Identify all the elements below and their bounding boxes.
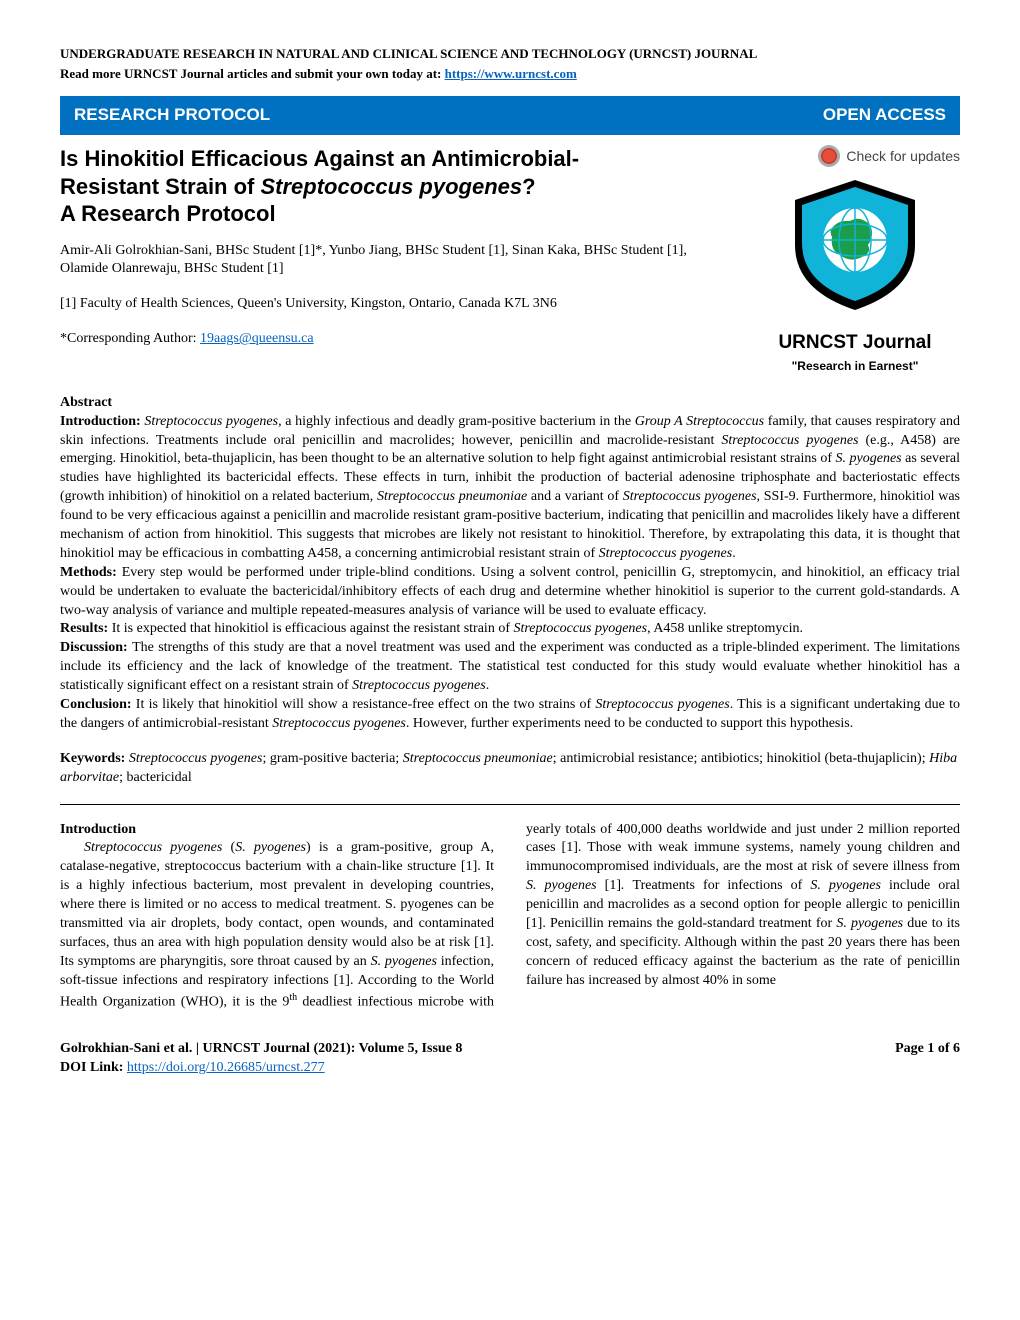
body-section: Introduction Streptococcus pyogenes (S. …	[60, 821, 960, 1013]
kw4: ; antimicrobial resistance; antibiotics;…	[553, 751, 929, 766]
body-t4: ) is a gram-positive, group A, catalase-…	[60, 840, 494, 968]
body-t12: S. pyogenes	[810, 878, 881, 893]
intro-t3: Group A Streptococcus	[635, 414, 764, 429]
footer-left: Golrokhian-Sani et al. | URNCST Journal …	[60, 1040, 462, 1078]
doi-link[interactable]: https://doi.org/10.26685/urncst.277	[127, 1060, 325, 1075]
body-t3: S. pyogenes	[235, 840, 306, 855]
abstract-section: Abstract Introduction: Streptococcus pyo…	[60, 394, 960, 734]
title-column: Is Hinokitiol Efficacious Against an Ant…	[60, 145, 734, 374]
affiliation: [1] Faculty of Health Sciences, Queen's …	[60, 295, 734, 314]
methods-label: Methods:	[60, 565, 122, 580]
body-t10: .	[621, 878, 633, 893]
methods-text: Every step would be performed under trip…	[60, 565, 960, 618]
article-type-banner: RESEARCH PROTOCOL OPEN ACCESS	[60, 96, 960, 135]
open-access-label: OPEN ACCESS	[823, 104, 946, 127]
results-t3: , A458 unlike streptomycin.	[647, 621, 803, 636]
body-t8: S. pyogenes	[526, 878, 597, 893]
results-t1: It is expected that hinokitiol is effica…	[112, 621, 514, 636]
logo-title: URNCST Journal	[750, 330, 960, 356]
intro-t13: Streptococcus pyogenes	[599, 546, 733, 561]
abstract-discussion: Discussion: The strengths of this study …	[60, 639, 960, 696]
conclusion-t1: It is likely that hinokitiol will show a…	[136, 697, 596, 712]
article-type-label: RESEARCH PROTOCOL	[74, 104, 270, 127]
body-t11: Treatments for infections of	[633, 878, 811, 893]
doi-prefix: DOI Link:	[60, 1060, 127, 1075]
kw1: Streptococcus pyogenes	[129, 751, 263, 766]
body-t2: (	[222, 840, 235, 855]
title-line2-italic: Streptococcus pyogenes	[260, 174, 522, 199]
keywords-label: Keywords:	[60, 751, 129, 766]
abstract-introduction: Introduction: Streptococcus pyogenes, a …	[60, 413, 960, 564]
kw3: Streptococcus pneumoniae	[403, 751, 553, 766]
introduction-heading: Introduction	[60, 821, 494, 840]
intro-t10: and a variant of	[527, 489, 623, 504]
check-updates-icon	[818, 145, 840, 167]
footer-doi: DOI Link: https://doi.org/10.26685/urncs…	[60, 1059, 462, 1078]
page-number: Page 1 of 6	[895, 1040, 960, 1078]
results-t2: Streptococcus pyogenes	[513, 621, 647, 636]
abstract-heading: Abstract	[60, 394, 960, 413]
check-updates-button[interactable]: Check for updates	[750, 145, 960, 167]
discussion-label: Discussion:	[60, 640, 132, 655]
check-updates-label: Check for updates	[846, 147, 960, 166]
conclusion-t2: Streptococcus pyogenes	[595, 697, 729, 712]
body-t14: S. pyogenes	[836, 916, 903, 931]
corresponding-prefix: *Corresponding Author:	[60, 331, 200, 346]
discussion-t3: .	[486, 678, 490, 693]
intro-t7: S. pyogenes	[836, 451, 902, 466]
title-line2-prefix: Resistant Strain of	[60, 174, 260, 199]
conclusion-t5: . However, further experiments need to b…	[406, 716, 853, 731]
logo-tagline: "Research in Earnest"	[750, 358, 960, 374]
conclusion-t4: Streptococcus pyogenes	[272, 716, 406, 731]
footer-citation: Golrokhian-Sani et al. | URNCST Journal …	[60, 1040, 462, 1059]
author-list: Amir-Ali Golrokhian-Sani, BHSc Student […	[60, 242, 734, 280]
abstract-conclusion: Conclusion: It is likely that hinokitiol…	[60, 696, 960, 734]
journal-header: UNDERGRADUATE RESEARCH IN NATURAL AND CL…	[60, 45, 960, 82]
corresponding-email-link[interactable]: 19aags@queensu.ca	[200, 331, 314, 346]
title-line1: Is Hinokitiol Efficacious Against an Ant…	[60, 146, 579, 171]
journal-cta: Read more URNCST Journal articles and su…	[60, 65, 960, 83]
keywords-section: Keywords: Streptococcus pyogenes; gram-p…	[60, 750, 960, 788]
corresponding-author: *Corresponding Author: 19aags@queensu.ca	[60, 330, 734, 349]
body-t9: [1]	[597, 878, 621, 893]
abstract-methods: Methods: Every step would be performed u…	[60, 564, 960, 621]
title-line3: A Research Protocol	[60, 201, 276, 226]
discussion-t2: Streptococcus pyogenes	[352, 678, 486, 693]
journal-url-link[interactable]: https://www.urncst.com	[445, 66, 577, 81]
body-sup: th	[289, 992, 297, 1003]
discussion-t1: The strengths of this study are that a n…	[60, 640, 960, 693]
intro-label: Introduction:	[60, 414, 144, 429]
journal-name: UNDERGRADUATE RESEARCH IN NATURAL AND CL…	[60, 45, 960, 63]
intro-t14: .	[732, 546, 736, 561]
results-label: Results:	[60, 621, 112, 636]
journal-logo	[770, 175, 940, 322]
sidebar-column: Check for updates URNCST Journal "Resear…	[750, 145, 960, 374]
page-footer: Golrokhian-Sani et al. | URNCST Journal …	[60, 1040, 960, 1078]
body-t5: S. pyogenes	[371, 954, 437, 969]
kw2: ; gram-positive bacteria;	[262, 751, 402, 766]
intro-t1: Streptococcus pyogenes	[144, 414, 278, 429]
intro-t2: , a highly infectious and deadly gram-po…	[278, 414, 635, 429]
title-row: Is Hinokitiol Efficacious Against an Ant…	[60, 145, 960, 374]
intro-t9: Streptococcus pneumoniae	[377, 489, 527, 504]
kw6: ; bactericidal	[119, 770, 192, 785]
abstract-results: Results: It is expected that hinokitiol …	[60, 620, 960, 639]
journal-cta-prefix: Read more URNCST Journal articles and su…	[60, 66, 445, 81]
section-divider	[60, 804, 960, 805]
intro-t11: Streptococcus pyogenes	[623, 489, 757, 504]
title-line2-suffix: ?	[522, 174, 535, 199]
article-title: Is Hinokitiol Efficacious Against an Ant…	[60, 145, 734, 228]
intro-t5: Streptococcus pyogenes	[721, 433, 858, 448]
shield-icon	[780, 175, 930, 315]
conclusion-label: Conclusion:	[60, 697, 136, 712]
body-t1: Streptococcus pyogenes	[84, 840, 222, 855]
